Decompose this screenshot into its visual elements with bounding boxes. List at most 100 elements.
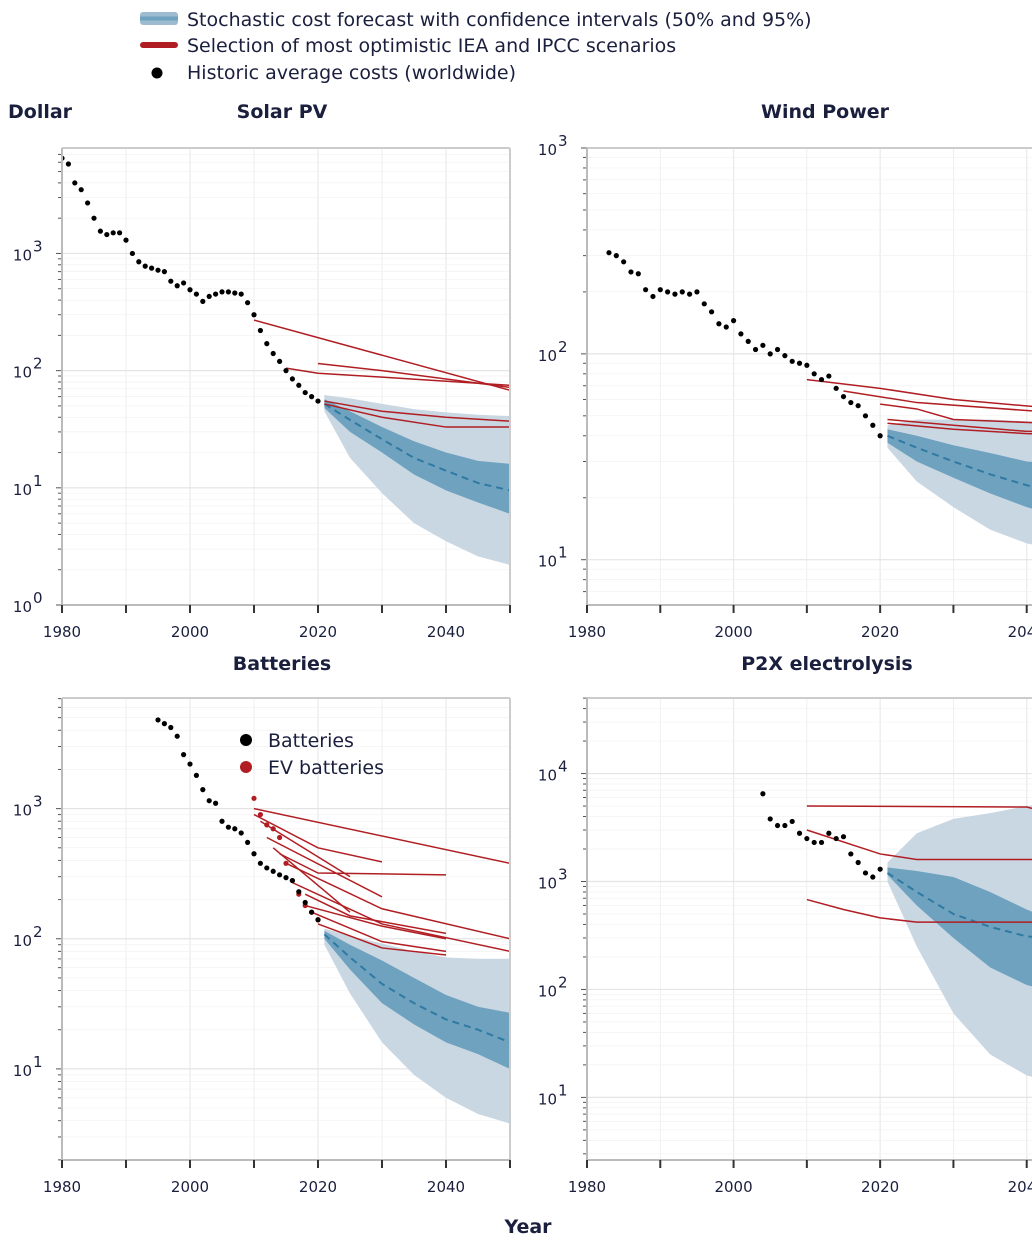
y-tick-label: 10 — [13, 932, 32, 950]
historic-point — [730, 318, 737, 324]
historic-point — [672, 291, 678, 297]
historic-point — [848, 851, 854, 857]
historic-point — [811, 839, 817, 846]
scenario-line-5 — [279, 853, 447, 876]
y-tick-exponent: 3 — [33, 237, 43, 255]
historic-point — [168, 724, 174, 731]
y-tick-exponent: 1 — [33, 472, 43, 490]
batteries-legend-swatch — [240, 734, 252, 746]
panel-title: Batteries — [233, 653, 331, 675]
x-tick-label: 2000 — [714, 1178, 752, 1196]
historic-point — [789, 818, 795, 825]
historic-point — [862, 413, 869, 419]
panel-title: P2X electrolysis — [741, 653, 913, 675]
scenario-line-0 — [253, 319, 510, 391]
historic-point — [826, 830, 832, 836]
historic-point — [232, 290, 238, 296]
historic-point — [149, 265, 155, 271]
historic-point — [72, 180, 78, 186]
historic-point — [665, 289, 671, 295]
x-tick-label: 1980 — [568, 1178, 606, 1196]
scenario-line-2 — [880, 403, 1032, 424]
y-tick-label: 10 — [13, 598, 32, 616]
scenario-line-3 — [266, 836, 383, 898]
historic-point — [91, 215, 97, 221]
scenario-line-9 — [305, 904, 447, 940]
historic-point — [251, 312, 257, 318]
scenario-line-0 — [253, 807, 510, 865]
x-axis-label: Year — [503, 1216, 552, 1238]
scenario-line-1 — [317, 362, 510, 389]
historic-point — [650, 293, 656, 300]
ev-point — [251, 795, 257, 801]
ev-point — [283, 860, 289, 866]
historic-point — [687, 291, 693, 297]
historic-point — [833, 385, 839, 391]
plot-area — [155, 717, 510, 1124]
y-tick-exponent: 2 — [33, 355, 43, 373]
historic-point — [848, 399, 854, 406]
historic-point — [85, 200, 91, 206]
x-tick-label: 2040 — [1008, 623, 1032, 641]
historic-point — [174, 733, 180, 739]
historic-point — [613, 253, 619, 259]
historic-point — [251, 851, 257, 857]
historic-point — [818, 839, 825, 846]
ev-point — [270, 826, 276, 832]
historic-point — [309, 394, 315, 400]
historic-point — [270, 868, 276, 874]
historic-point — [155, 717, 161, 723]
historic-point — [767, 351, 773, 357]
panel-1: 1980200020202040101102103Wind Power — [538, 101, 1032, 641]
y-tick-label: 10 — [13, 1062, 32, 1080]
x-tick-label: 2020 — [861, 623, 899, 641]
historic-point — [708, 309, 715, 315]
x-tick-label: 2040 — [427, 623, 465, 641]
historic-point — [621, 259, 627, 265]
historic-point — [232, 826, 238, 832]
y-tick-label: 10 — [13, 481, 32, 499]
historic-point — [738, 331, 744, 337]
historic-point — [136, 259, 142, 265]
figure-legend: Stochastic cost forecast with confidence… — [140, 9, 812, 84]
historic-point — [716, 321, 722, 327]
forecast-median — [887, 434, 1032, 488]
y-tick-exponent: 0 — [33, 589, 43, 607]
historic-point — [701, 301, 707, 307]
legend-scenario-swatch — [140, 42, 178, 48]
historic-point — [289, 877, 295, 884]
ev-point — [264, 822, 270, 828]
historic-point — [855, 859, 861, 866]
historic-point — [117, 230, 123, 236]
plot-area — [760, 791, 1032, 1077]
y-tick-label: 10 — [13, 802, 32, 820]
y-tick-exponent: 1 — [558, 544, 568, 562]
gridlines — [581, 147, 1032, 605]
historic-point — [155, 267, 161, 273]
x-tick-label: 2040 — [1008, 1178, 1032, 1196]
historic-point — [840, 834, 847, 840]
y-tick-exponent: 2 — [558, 973, 568, 991]
historic-point — [283, 368, 289, 374]
historic-point — [643, 287, 649, 293]
historic-point — [129, 250, 135, 257]
y-tick-exponent: 3 — [558, 132, 568, 150]
x-tick-label: 1980 — [43, 623, 81, 641]
historic-point — [264, 341, 270, 347]
historic-point — [774, 346, 781, 353]
historic-point — [219, 289, 225, 295]
y-tick-exponent: 2 — [33, 923, 43, 941]
forecast-band-50 — [887, 429, 1032, 509]
scenario-line-2 — [806, 898, 1032, 923]
historic-point — [174, 283, 180, 289]
scenario-line-1 — [806, 829, 1032, 861]
scenario-line-7 — [292, 881, 510, 953]
scenario-line-0 — [806, 378, 1032, 408]
historic-point — [219, 818, 225, 824]
historic-point — [870, 422, 876, 428]
historic-point — [826, 373, 832, 379]
scenario-line-2 — [260, 820, 351, 878]
scenario-line-2 — [285, 367, 510, 387]
